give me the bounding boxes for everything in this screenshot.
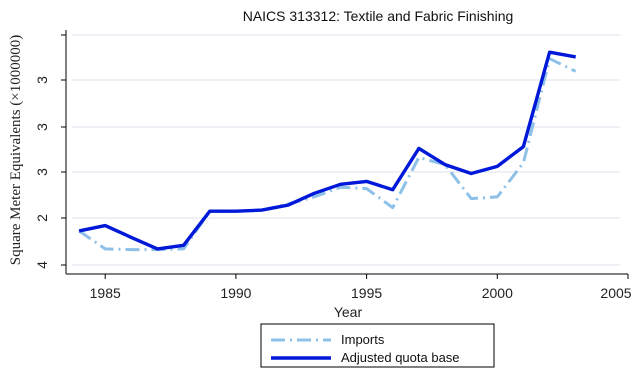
legend-label-imports: Imports xyxy=(341,332,385,347)
x-tick-label-2005: 2005 xyxy=(600,285,631,301)
legend-label-adjusted-quota-base: Adjusted quota base xyxy=(341,350,460,365)
grid-layer xyxy=(72,34,620,266)
axes-layer: 4 2 3 3 3 1985 1990 1995 2000 2005 xyxy=(34,30,632,301)
x-tick-label-1985: 1985 xyxy=(90,285,121,301)
x-tick-label-2000: 2000 xyxy=(482,285,513,301)
y-tick-label-2: 3 xyxy=(34,168,50,176)
x-tick-label-1995: 1995 xyxy=(351,285,382,301)
x-axis-label: Year xyxy=(334,304,363,320)
x-tick-label-1990: 1990 xyxy=(220,285,251,301)
y-tick-label-0: 4 xyxy=(34,261,50,269)
y-tick-label-1: 2 xyxy=(34,214,50,222)
y-axis-label: Square Meter Equivalents (×1000000) xyxy=(8,35,24,266)
series-line-adjusted-quota-base xyxy=(78,50,577,251)
y-tick-label-3: 3 xyxy=(34,123,50,131)
legend: Imports Adjusted quota base xyxy=(260,323,495,368)
legend-box xyxy=(260,323,495,368)
y-tick-label-4: 3 xyxy=(34,76,50,84)
chart-title: NAICS 313312: Textile and Fabric Finishi… xyxy=(243,8,514,24)
series-layer xyxy=(78,50,577,252)
